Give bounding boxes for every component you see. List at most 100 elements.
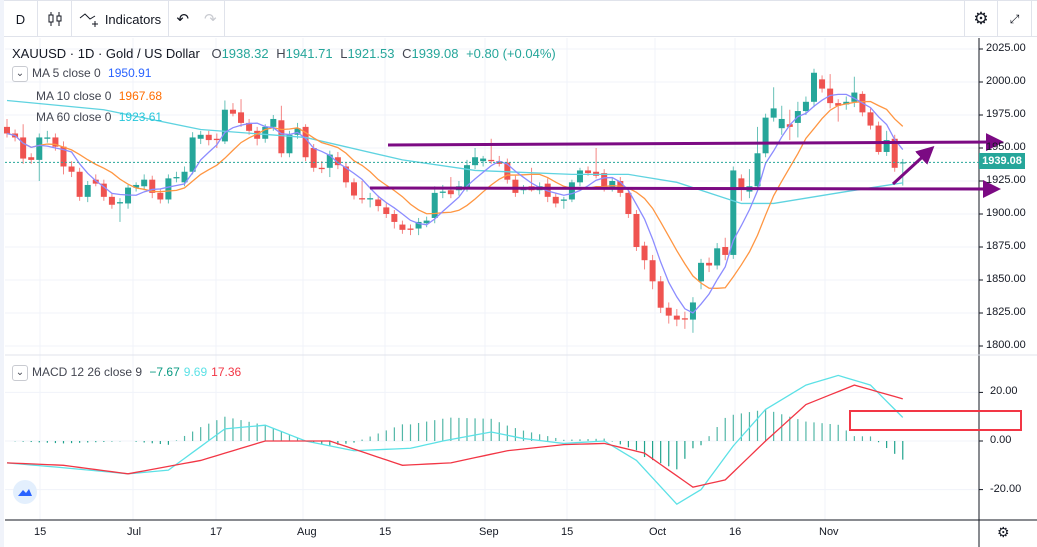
candle-body xyxy=(472,157,479,166)
tradingview-logo-icon[interactable] xyxy=(13,480,37,504)
candle-body xyxy=(544,183,551,197)
settings-button[interactable]: ⚙ xyxy=(964,1,998,37)
candle-body xyxy=(641,245,648,261)
candle-body xyxy=(423,220,430,224)
ma60-label: MA 60 close 0 xyxy=(36,110,112,124)
indicators-button[interactable]: Indicators xyxy=(72,1,169,37)
price-axis-label: 2025.00 xyxy=(986,42,1026,54)
time-axis-label: 15 xyxy=(379,526,392,538)
fullscreen-button[interactable]: ⤢ xyxy=(998,1,1032,37)
chart-type-button[interactable] xyxy=(38,1,72,37)
candle-body xyxy=(754,153,761,187)
candle-body xyxy=(552,196,559,204)
interval-label: D xyxy=(15,11,26,27)
candle-body xyxy=(229,109,236,114)
candle-body xyxy=(157,192,164,200)
candle-body xyxy=(189,137,196,172)
candle-body xyxy=(205,134,212,141)
candle-body xyxy=(149,179,156,193)
candle-body xyxy=(875,125,882,152)
candle-body xyxy=(738,178,745,189)
left-edge xyxy=(0,0,4,547)
ma5-label: MA 5 close 0 xyxy=(32,66,101,81)
candle-body xyxy=(326,154,333,168)
candle-body xyxy=(44,137,51,139)
candle-body xyxy=(246,122,253,131)
change-value: +0.80 (+0.04%) xyxy=(466,46,556,61)
candle-body xyxy=(585,170,592,174)
high-value: 1941.71 xyxy=(285,46,333,61)
price-axis-label: 1875.00 xyxy=(986,240,1026,252)
candle-body xyxy=(310,148,317,168)
candle-body xyxy=(294,128,301,135)
time-axis-label: Oct xyxy=(649,526,667,538)
candle-body xyxy=(560,199,567,201)
projection-arrow xyxy=(891,145,935,186)
candle-body xyxy=(270,118,277,127)
price-axis-label: 1900.00 xyxy=(986,207,1026,219)
candle-body xyxy=(76,171,83,197)
candle-body xyxy=(722,247,729,255)
candle-body xyxy=(36,137,43,160)
candle-body xyxy=(568,182,575,200)
candle-body xyxy=(431,192,438,218)
candle-body xyxy=(399,224,406,230)
candle-body xyxy=(375,199,382,207)
undo-icon[interactable]: ↶ xyxy=(176,11,190,28)
candle-body xyxy=(706,262,713,266)
candle-body xyxy=(673,315,680,320)
interval-button[interactable]: D xyxy=(4,1,38,37)
candle-body xyxy=(504,162,511,180)
top-toolbar: D Indicators ↶ ↷ ⚙ ⤢ xyxy=(4,0,1037,37)
candle-body xyxy=(133,184,140,188)
candle-body xyxy=(84,184,91,197)
candle-body xyxy=(278,120,285,154)
time-axis-label: 17 xyxy=(210,526,223,538)
macd-label: MACD 12 26 close 9 xyxy=(32,365,143,380)
candle-body xyxy=(811,72,817,102)
macd-legend: ⌄ MACD 12 26 close 9 −7.67 9.69 17.36 xyxy=(12,365,245,381)
candle-body xyxy=(286,134,293,154)
close-label: C xyxy=(402,46,412,61)
fullscreen-icon: ⤢ xyxy=(1009,11,1020,26)
candle-body xyxy=(60,146,67,167)
candle-body xyxy=(439,191,446,193)
price-axis-label: 1800.00 xyxy=(986,339,1026,351)
candle-body xyxy=(28,157,35,160)
collapse-chevron-icon[interactable]: ⌄ xyxy=(12,365,28,381)
candle-body xyxy=(141,179,148,187)
candle-body xyxy=(407,228,414,230)
candle-body xyxy=(20,137,27,159)
candle-body xyxy=(601,173,608,188)
candle-body xyxy=(762,117,769,154)
candle-body xyxy=(480,158,487,162)
candle-body xyxy=(351,182,358,196)
candle-body xyxy=(52,137,59,147)
ma5-legend: ⌄ MA 5 close 0 1950.91 xyxy=(12,66,155,82)
candle-body xyxy=(367,198,374,200)
candle-body xyxy=(681,318,688,320)
macd-axis-label: -20.00 xyxy=(990,482,1022,495)
ma60-value: 1923.61 xyxy=(118,110,163,124)
ma10-value: 1967.68 xyxy=(118,89,163,103)
candle-body xyxy=(262,126,269,139)
candle-body xyxy=(173,177,180,179)
price-axis-label: 1850.00 xyxy=(986,273,1026,285)
support-arrow-line xyxy=(369,179,1001,198)
candle-body xyxy=(238,112,245,123)
collapse-chevron-icon[interactable]: ⌄ xyxy=(12,66,28,82)
candle-body xyxy=(108,196,115,205)
candle-body xyxy=(342,166,349,183)
candle-body xyxy=(843,101,850,105)
candle-body xyxy=(213,138,220,141)
candle-body xyxy=(891,138,898,168)
candle-body xyxy=(302,126,309,158)
candle-body xyxy=(609,181,616,188)
high-label: H xyxy=(276,46,286,61)
time-axis-label: Sep xyxy=(479,526,499,538)
redo-icon[interactable]: ↷ xyxy=(203,11,217,28)
time-axis-label: 15 xyxy=(34,526,47,538)
axis-settings-gear-icon[interactable]: ⚙ xyxy=(997,524,1010,540)
candle-body xyxy=(181,171,188,183)
